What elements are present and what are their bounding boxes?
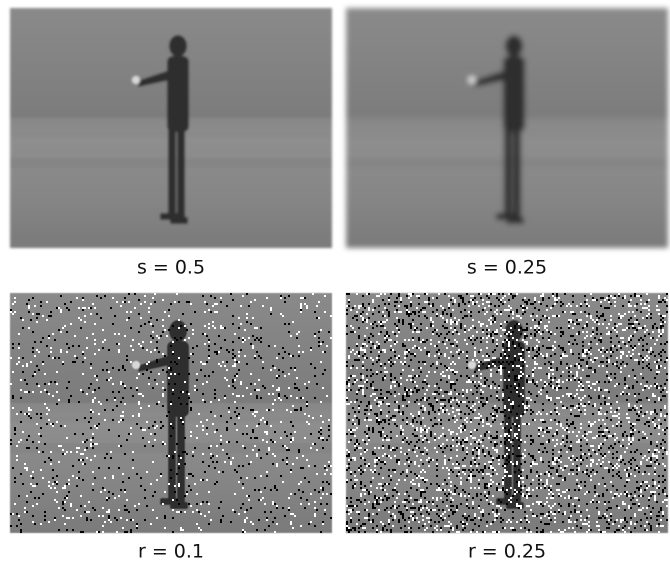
caption: s = 0.25	[467, 257, 547, 279]
image-panel	[346, 293, 668, 533]
caption: s = 0.5	[137, 257, 205, 279]
page: s = 0.5 s = 0.25 r = 0.1 r = 0.25 (() =>…	[0, 0, 670, 565]
image-panel	[346, 8, 668, 248]
caption: r = 0.1	[138, 541, 204, 563]
figure: s = 0.5 s = 0.25 r = 0.1 r = 0.25	[0, 0, 670, 565]
image-panel	[10, 293, 332, 533]
image-panel	[10, 8, 332, 248]
caption: r = 0.25	[468, 541, 546, 563]
